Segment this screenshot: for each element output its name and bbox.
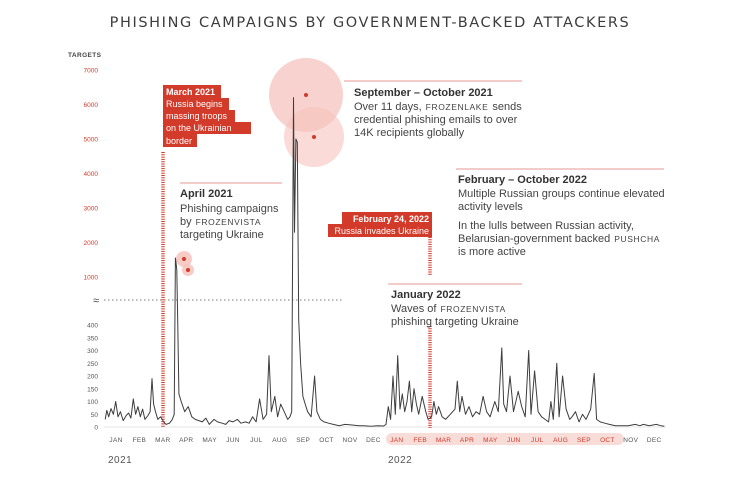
svg-text:Russia invades Ukraine: Russia invades Ukraine [334, 226, 429, 236]
y-top-tick-2000: 2000 [84, 240, 99, 247]
y-top-tick-3000: 3000 [84, 206, 99, 213]
month-label-6: JUL [250, 437, 263, 444]
peak-dot-oct [312, 135, 316, 139]
y-top-tick-4000: 4000 [84, 171, 99, 178]
month-label-0: JAN [109, 437, 122, 444]
highlight-period [386, 433, 624, 445]
svg-text:targeting Ukraine: targeting Ukraine [180, 229, 264, 241]
peak-dot-apr-2 [186, 268, 190, 272]
y-bottom-tick-300: 300 [87, 348, 98, 355]
svg-text:March 2021: March 2021 [166, 87, 215, 97]
chart-title: PHISHING CAMPAIGNS BY GOVERNMENT-BACKED … [110, 15, 631, 31]
month-label-21: OCT [600, 437, 615, 444]
month-label-16: MAY [483, 437, 498, 444]
y-bottom-tick-0: 0 [94, 425, 98, 432]
year-2021: 2021 [108, 455, 132, 466]
month-label-17: JUN [507, 437, 521, 444]
month-label-22: NOV [623, 437, 638, 444]
month-label-14: MAR [436, 437, 451, 444]
month-label-23: DEC [647, 437, 662, 444]
svg-text:February 24, 2022: February 24, 2022 [353, 214, 429, 224]
svg-text:14K recipients globally: 14K recipients globally [354, 127, 465, 139]
series-line [104, 97, 665, 427]
year-2022: 2022 [388, 455, 412, 466]
peak-dot-sep [304, 93, 308, 97]
svg-text:credential phishing emails to: credential phishing emails to over [354, 114, 518, 126]
svg-text:phishing targeting Ukraine: phishing targeting Ukraine [391, 316, 519, 328]
y-top-ticks: 1000 2000 3000 4000 5000 6000 7000 [84, 68, 99, 282]
svg-text:activity levels: activity levels [458, 201, 523, 213]
month-label-8: SEP [296, 437, 310, 444]
annotation-feb-24-2022: February 24, 2022 Russia invades Ukraine [328, 212, 432, 237]
month-label-20: SEP [577, 437, 591, 444]
y-bottom-tick-350: 350 [87, 335, 98, 342]
y-top-tick-6000: 6000 [84, 102, 99, 109]
y-bottom-tick-400: 400 [87, 323, 98, 330]
annotation-feb-oct-2022: February – October 2022 Multiple Russian… [456, 168, 665, 258]
y-bottom-tick-100: 100 [87, 399, 98, 406]
svg-text:September – October 2021: September – October 2021 [354, 87, 493, 99]
month-label-13: FEB [413, 437, 427, 444]
svg-text:Phishing campaigns: Phishing campaigns [180, 203, 279, 215]
svg-text:border: border [166, 136, 192, 146]
month-label-2: MAR [155, 437, 170, 444]
annotation-april-2021: April 2021 Phishing campaigns by FROZENVI… [180, 182, 282, 241]
y-bottom-ticks: 0 50 100 150 200 250 300 350 400 [87, 323, 98, 432]
event-markers [161, 152, 432, 428]
annotation-sep-oct-2021: September – October 2021 Over 11 days, FR… [344, 80, 522, 139]
month-label-15: APR [460, 437, 474, 444]
y-bottom-tick-250: 250 [87, 361, 98, 368]
month-label-1: FEB [133, 437, 147, 444]
month-label-11: DEC [366, 437, 381, 444]
month-label-18: JUL [531, 437, 544, 444]
y-axis-label: TARGETS [68, 52, 102, 59]
y-top-tick-5000: 5000 [84, 137, 99, 144]
month-label-19: AUG [553, 437, 568, 444]
annotation-march-2021: March 2021 Russia begins massing troops … [163, 85, 251, 147]
svg-text:is more active: is more active [458, 246, 526, 258]
y-bottom-tick-200: 200 [87, 374, 98, 381]
svg-text:In the lulls between Russian a: In the lulls between Russian activity, [458, 220, 634, 232]
month-label-3: APR [179, 437, 193, 444]
svg-text:Multiple Russian groups contin: Multiple Russian groups continue elevate… [458, 188, 665, 200]
svg-text:massing troops: massing troops [166, 111, 228, 121]
svg-text:April 2021: April 2021 [180, 188, 233, 200]
svg-text:Russia begins: Russia begins [166, 99, 223, 109]
y-bottom-tick-150: 150 [87, 386, 98, 393]
month-label-10: NOV [343, 437, 358, 444]
axis-break-icon: ≈ [93, 295, 99, 307]
month-label-4: MAY [202, 437, 217, 444]
month-label-7: AUG [272, 437, 287, 444]
annotation-jan-2022: January 2022 Waves of FROZENVISTA phishin… [388, 283, 522, 328]
y-top-tick-1000: 1000 [84, 275, 99, 282]
y-top-tick-7000: 7000 [84, 68, 99, 75]
peak-dot-apr [182, 257, 186, 261]
month-label-12: JAN [390, 437, 403, 444]
x-month-labels: JAN FEB MAR APR MAY JUN JUL AUG SEP OCT NOV DEC JAN F… [109, 437, 661, 444]
svg-text:February – October 2022: February – October 2022 [458, 174, 587, 186]
svg-text:on the Ukrainian: on the Ukrainian [166, 123, 232, 133]
y-bottom-tick-50: 50 [91, 412, 99, 419]
month-label-9: OCT [319, 437, 334, 444]
svg-text:January 2022: January 2022 [391, 289, 461, 301]
month-label-5: JUN [226, 437, 240, 444]
